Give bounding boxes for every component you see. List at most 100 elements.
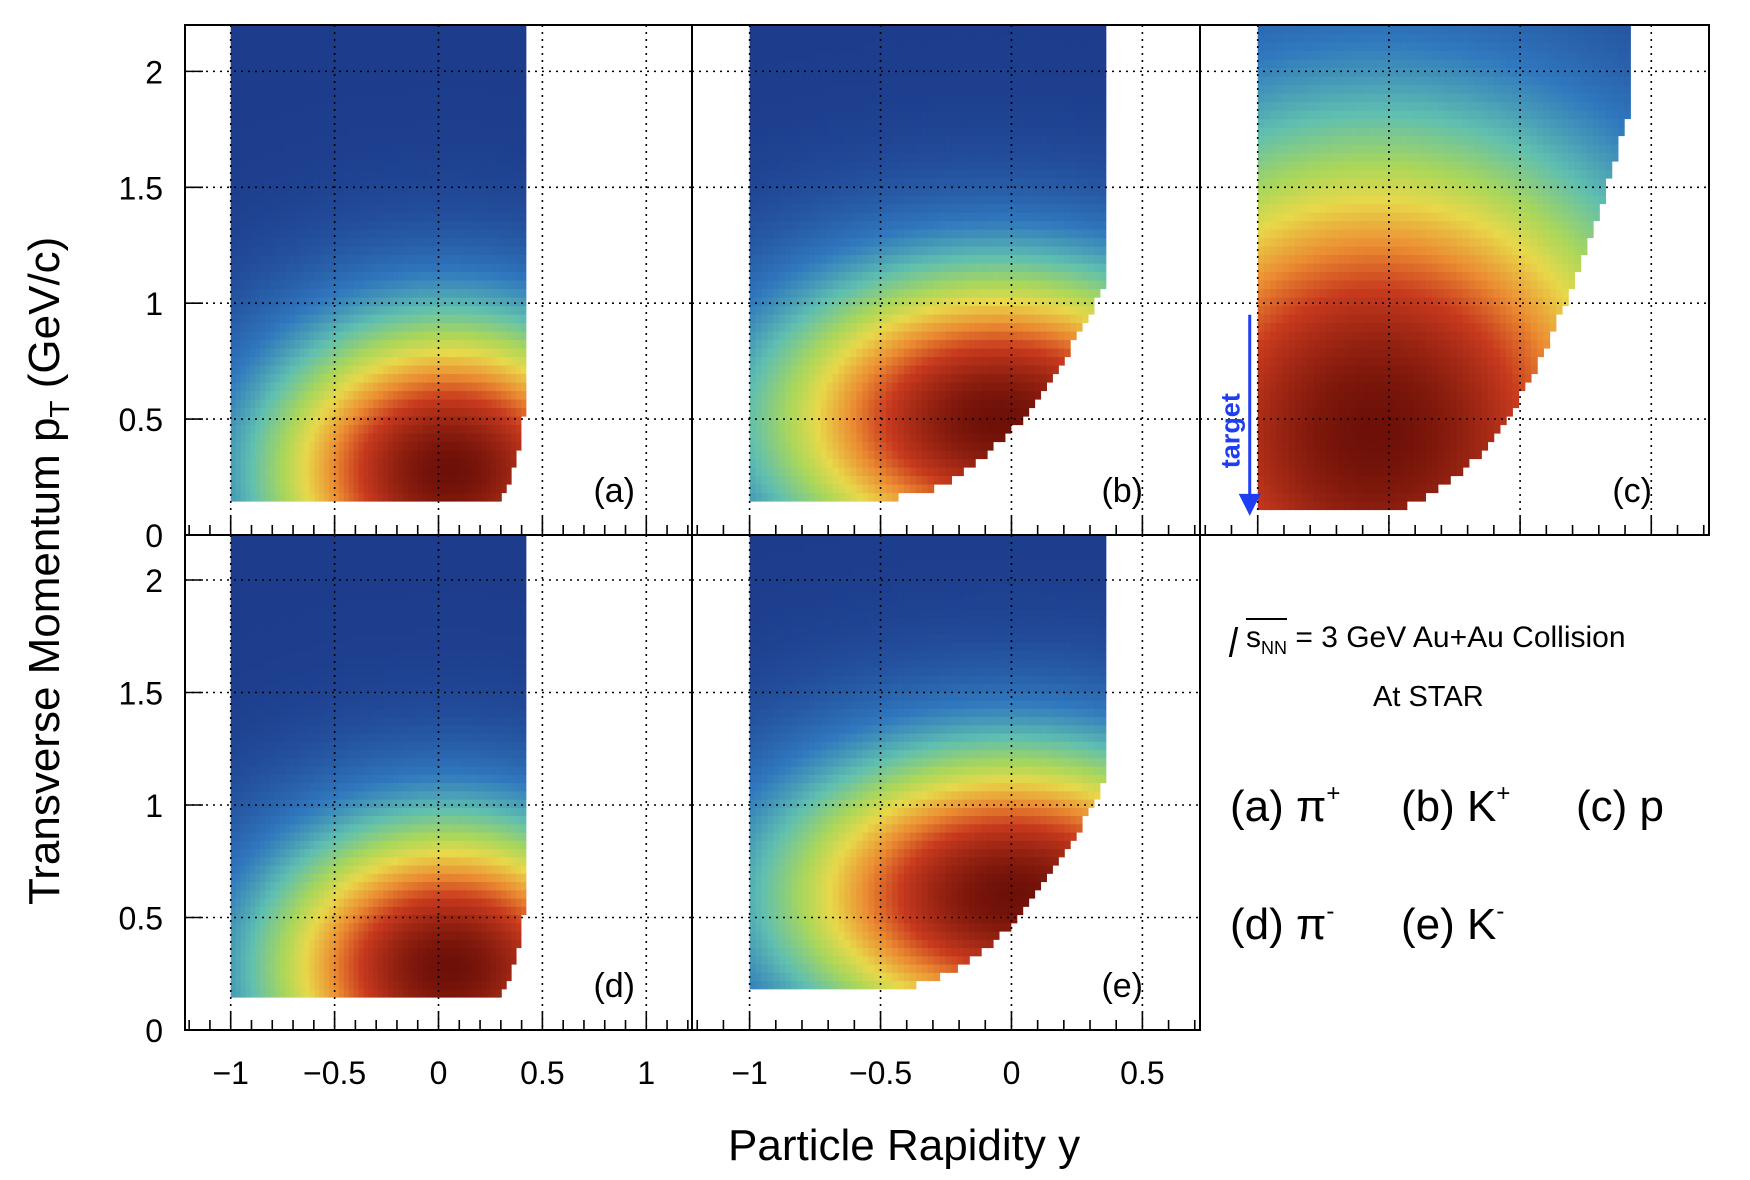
heatmap-cell xyxy=(466,118,473,128)
heatmap-cell xyxy=(427,195,433,205)
heatmap-cell xyxy=(343,314,350,324)
heatmap-cell xyxy=(358,93,365,103)
heatmap-cell xyxy=(506,263,512,273)
heatmap-cell xyxy=(880,382,887,392)
heatmap-cell xyxy=(826,93,834,103)
heatmap-cell xyxy=(447,152,453,162)
heatmap-cell xyxy=(447,450,453,460)
heatmap-cell xyxy=(797,365,804,375)
heatmap-cell xyxy=(348,101,355,111)
heatmap-cell xyxy=(388,144,394,154)
heatmap-cell xyxy=(407,433,414,443)
heatmap-cell xyxy=(909,484,917,494)
heatmap-cell xyxy=(515,280,522,290)
heatmap-cell xyxy=(442,33,448,43)
heatmap-cell xyxy=(245,339,251,349)
heatmap-cell xyxy=(368,152,374,162)
heatmap-cell xyxy=(814,484,822,494)
heatmap-cell xyxy=(850,186,858,196)
heatmap-cell xyxy=(466,433,473,443)
heatmap-cell xyxy=(791,161,798,171)
heatmap-cell xyxy=(392,305,399,315)
heatmap-cell xyxy=(767,467,774,477)
heatmap-cell xyxy=(343,203,350,213)
heatmap-cell xyxy=(407,101,414,111)
heatmap-cell xyxy=(363,110,370,120)
heatmap-cell xyxy=(797,399,804,409)
heatmap-cell xyxy=(255,475,261,485)
heatmap-cell xyxy=(814,441,822,451)
heatmap-cell xyxy=(892,42,899,52)
heatmap-cell xyxy=(250,59,256,69)
heatmap-cell xyxy=(452,161,458,171)
heatmap-cell xyxy=(353,467,360,477)
heatmap-cell xyxy=(368,42,374,52)
heatmap-cell xyxy=(250,373,256,383)
heatmap-cell xyxy=(791,390,798,400)
heatmap-cell xyxy=(897,280,905,290)
heatmap-cell xyxy=(417,450,424,460)
heatmap-cell xyxy=(749,288,757,298)
heatmap-cell xyxy=(491,271,497,281)
heatmap-cell xyxy=(461,152,468,162)
heatmap-cell xyxy=(803,458,810,468)
heatmap-cell xyxy=(856,441,863,451)
heatmap-cell xyxy=(294,237,301,247)
heatmap-cell xyxy=(289,416,296,426)
heatmap-cell xyxy=(279,433,286,443)
heatmap-cell xyxy=(501,424,507,434)
heatmap-cell xyxy=(294,135,301,145)
heatmap-cell xyxy=(358,237,365,247)
heatmap-cell xyxy=(808,237,816,247)
heatmap-cell xyxy=(471,84,478,94)
heatmap-cell xyxy=(903,348,911,358)
heatmap-cell xyxy=(294,458,301,468)
heatmap-cell xyxy=(265,441,271,451)
heatmap-cell xyxy=(338,33,345,43)
heatmap-cell xyxy=(378,229,384,239)
heatmap-cell xyxy=(338,25,345,35)
heatmap-cell xyxy=(844,93,852,103)
heatmap-cell xyxy=(826,101,834,111)
heatmap-cell xyxy=(856,271,863,281)
heatmap-cell xyxy=(260,390,266,400)
heatmap-cell xyxy=(797,305,804,315)
heatmap-cell xyxy=(838,416,846,426)
heatmap-cell xyxy=(466,25,473,35)
heatmap-cell xyxy=(506,348,512,358)
heatmap-cell xyxy=(520,390,527,400)
heatmap-cell xyxy=(343,254,350,264)
heatmap-cell xyxy=(832,467,840,477)
heatmap-cell xyxy=(383,220,389,230)
heatmap-cell xyxy=(832,25,840,35)
heatmap-cell xyxy=(897,25,905,35)
heatmap-cell xyxy=(442,331,448,341)
heatmap-cell xyxy=(250,441,256,451)
heatmap-cell xyxy=(304,467,310,477)
heatmap-cell xyxy=(348,450,355,460)
heatmap-cell xyxy=(383,365,389,375)
heatmap-cell xyxy=(250,229,256,239)
heatmap-cell xyxy=(791,433,798,443)
heatmap-cell xyxy=(373,373,379,383)
heatmap-cell xyxy=(476,229,483,239)
heatmap-cell xyxy=(850,195,858,205)
heatmap-cell xyxy=(471,475,478,485)
heatmap-cell xyxy=(363,93,370,103)
heatmap-cell xyxy=(471,59,478,69)
heatmap-cell xyxy=(452,84,458,94)
heatmap-cell xyxy=(447,220,453,230)
heatmap-cell xyxy=(773,424,780,434)
heatmap-cell xyxy=(402,492,409,502)
heatmap-cell xyxy=(235,169,242,179)
heatmap-cell xyxy=(417,59,424,69)
heatmap-cell xyxy=(814,93,822,103)
heatmap-cell xyxy=(826,416,834,426)
heatmap-cell xyxy=(230,305,237,315)
heatmap-cell xyxy=(476,288,483,298)
heatmap-cell xyxy=(324,93,330,103)
heatmap-cell xyxy=(417,484,424,494)
heatmap-cell xyxy=(773,101,780,111)
heatmap-cell xyxy=(456,25,463,35)
heatmap-cell xyxy=(461,305,468,315)
